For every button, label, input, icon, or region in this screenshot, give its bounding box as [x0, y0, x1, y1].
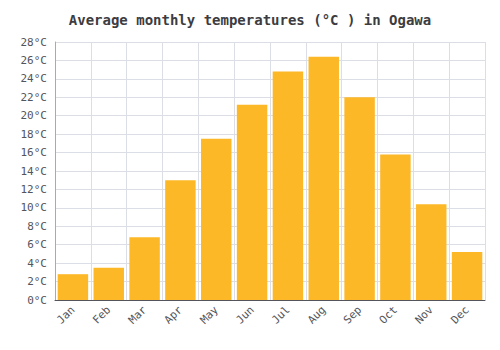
svg-text:Jun: Jun	[233, 303, 256, 326]
svg-text:12°C: 12°C	[21, 183, 48, 196]
svg-text:20°C: 20°C	[21, 109, 48, 122]
svg-text:22°C: 22°C	[21, 91, 48, 104]
svg-text:16°C: 16°C	[21, 146, 48, 159]
svg-text:Mar: Mar	[126, 303, 149, 326]
svg-text:Dec: Dec	[448, 303, 471, 326]
svg-text:24°C: 24°C	[21, 72, 48, 85]
svg-text:Oct: Oct	[377, 303, 400, 326]
svg-text:Nov: Nov	[413, 303, 436, 326]
svg-text:0°C: 0°C	[27, 294, 47, 307]
svg-text:Average monthly temperatures (: Average monthly temperatures (°C ) in Og…	[69, 12, 431, 28]
svg-text:4°C: 4°C	[27, 257, 47, 270]
svg-text:Apr: Apr	[162, 303, 185, 326]
svg-text:26°C: 26°C	[21, 54, 48, 67]
svg-text:Aug: Aug	[305, 303, 328, 326]
svg-text:May: May	[198, 303, 221, 326]
svg-text:6°C: 6°C	[27, 238, 47, 251]
svg-text:Jul: Jul	[269, 303, 292, 326]
svg-text:Feb: Feb	[90, 303, 113, 326]
svg-text:8°C: 8°C	[27, 220, 47, 233]
svg-text:10°C: 10°C	[21, 201, 48, 214]
svg-text:2°C: 2°C	[27, 275, 47, 288]
svg-text:Sep: Sep	[341, 303, 364, 326]
svg-text:14°C: 14°C	[21, 165, 48, 178]
svg-text:28°C: 28°C	[21, 36, 48, 49]
svg-text:Jan: Jan	[54, 303, 77, 326]
svg-text:18°C: 18°C	[21, 128, 48, 141]
